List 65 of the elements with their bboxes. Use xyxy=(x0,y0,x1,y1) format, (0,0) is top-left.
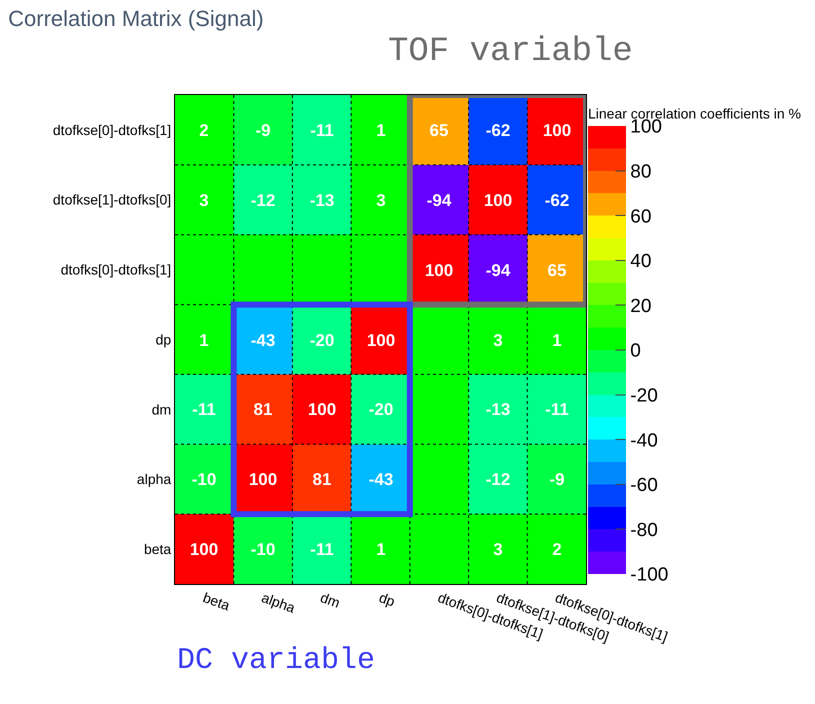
x-tick-label: beta xyxy=(200,589,232,614)
color-bar-label: -20 xyxy=(630,385,658,406)
color-bar-label: 20 xyxy=(630,296,652,317)
data-label: 1 xyxy=(376,540,386,559)
color-bar-label: 80 xyxy=(630,161,652,182)
data-label: -62 xyxy=(486,120,510,140)
data-label: 100 xyxy=(190,540,218,559)
data-label: 65 xyxy=(548,260,566,280)
data-label: 100 xyxy=(248,470,278,489)
data-label: -10 xyxy=(250,540,276,559)
color-bar-label: -80 xyxy=(630,520,658,541)
text: DC variable xyxy=(177,644,376,678)
data-label: -20 xyxy=(310,330,334,350)
data-label: 3 xyxy=(493,540,503,559)
data-label: 1 xyxy=(552,330,562,350)
data-label: -12 xyxy=(486,470,510,489)
data-label: 100 xyxy=(366,330,396,350)
data-label: 1 xyxy=(376,120,386,140)
color-bar-label: 0 xyxy=(630,340,641,362)
data-label: 2 xyxy=(552,540,562,559)
color-bar-label: -40 xyxy=(630,430,658,452)
color-bar-label: 40 xyxy=(630,251,652,272)
y-tick-label: dp xyxy=(156,331,172,348)
x-tick-label: dp xyxy=(377,589,398,610)
y-tick-label: dm xyxy=(152,401,172,418)
data-label: -9 xyxy=(549,470,565,489)
data-label: 100 xyxy=(484,190,512,210)
data-label: -43 xyxy=(368,470,394,489)
data-label: 81 xyxy=(312,470,332,489)
data-label: 3 xyxy=(376,190,386,210)
data-label: 81 xyxy=(254,400,272,419)
data-label: 100 xyxy=(424,260,454,280)
data-label: -11 xyxy=(545,400,569,419)
data-label: 1 xyxy=(199,330,209,350)
data-label: -43 xyxy=(250,330,276,350)
data-label: -10 xyxy=(192,470,216,489)
data-label: -94 xyxy=(486,260,511,280)
data-label: -13 xyxy=(310,190,334,210)
color-bar-label: 60 xyxy=(630,206,652,228)
x-tick-label: dm xyxy=(318,589,342,611)
data-label: -11 xyxy=(192,400,216,419)
data-label: -94 xyxy=(426,190,452,210)
x-tick-label: alpha xyxy=(260,589,298,616)
data-label: 100 xyxy=(542,120,572,140)
color-bar-label: -100 xyxy=(630,564,668,586)
data-label: -9 xyxy=(255,120,271,140)
data-label: -13 xyxy=(486,400,510,419)
data-label: -62 xyxy=(544,190,570,210)
data-label: -11 xyxy=(310,120,334,140)
data-label: 2 xyxy=(199,120,209,140)
data-label: -12 xyxy=(250,190,276,210)
data-label: -20 xyxy=(368,400,394,419)
y-tick-label: dtofks[0]-dtofks[1] xyxy=(60,262,172,278)
y-tick-label: alpha xyxy=(136,471,172,488)
chart-title: Correlation Matrix (Signal) xyxy=(8,6,264,31)
data-label: 100 xyxy=(308,400,336,419)
data-label: 65 xyxy=(430,120,448,140)
data-label: 3 xyxy=(199,190,209,210)
y-tick-label: beta xyxy=(144,540,172,557)
y-tick-label: dtofkse[1]-dtofks[0] xyxy=(52,192,172,208)
data-label: 3 xyxy=(493,330,503,350)
data-label: -11 xyxy=(310,540,334,559)
text: TOF variable xyxy=(388,33,633,71)
color-bar-label: -60 xyxy=(630,475,658,496)
y-tick-label: dtofkse[0]-dtofks[1] xyxy=(52,122,172,138)
